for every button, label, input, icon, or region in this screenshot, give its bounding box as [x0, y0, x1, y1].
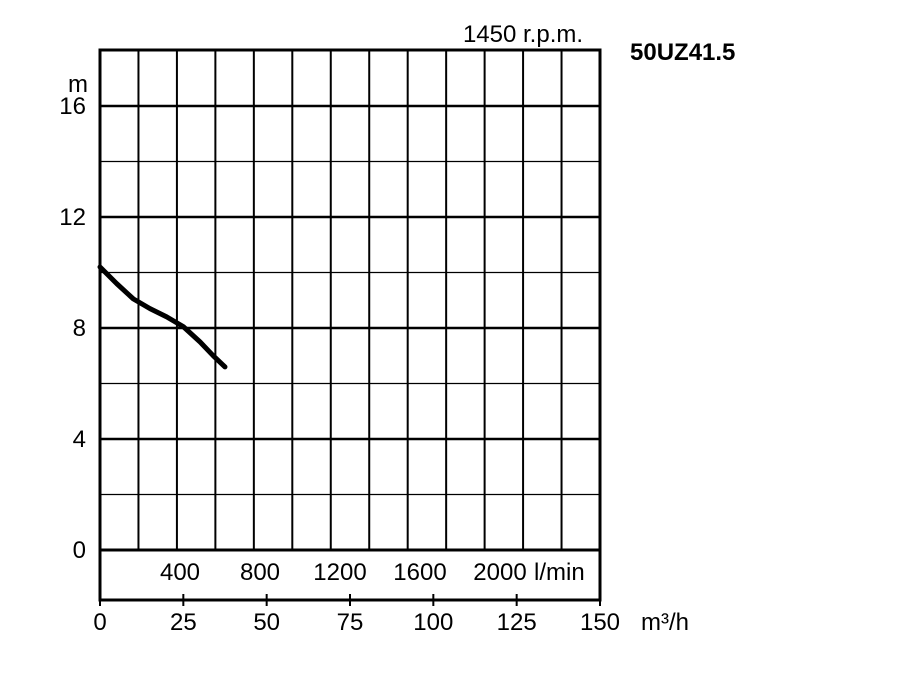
x-m3h-tick-label: 100 [413, 609, 453, 636]
y-tick-labels: 0 4 8 12 16 [59, 93, 86, 564]
x-m3h-tick-label: 50 [253, 609, 280, 636]
x-m3h-tick-label: 125 [497, 609, 537, 636]
x-lmin-tick-labels: 400 800 1200 1600 2000 [160, 559, 527, 586]
x-lmin-tick-label: 1200 [313, 559, 366, 586]
y-tick-label: 0 [73, 537, 86, 564]
grid-lines [99, 50, 601, 606]
flow-lmin-unit-label: l/min [534, 559, 585, 586]
speed-label: 1450 r.p.m. [463, 21, 583, 48]
x-m3h-tick-label: 75 [337, 609, 364, 636]
model-label: 50UZ41.5 [630, 39, 735, 66]
x-m3h-tick-labels: 0 25 50 75 100 125 150 [93, 609, 620, 636]
y-tick-label: 8 [73, 315, 86, 342]
x-lmin-tick-label: 400 [160, 559, 200, 586]
plot-frame [98, 48, 602, 602]
series-line [97, 264, 228, 370]
x-m3h-tick-label: 150 [580, 609, 620, 636]
x-lmin-tick-label: 1600 [393, 559, 446, 586]
y-tick-label: 16 [59, 93, 86, 120]
x-lmin-tick-label: 800 [240, 559, 280, 586]
x-m3h-tick-label: 0 [93, 609, 106, 636]
flow-m3h-unit-label: m³/h [641, 609, 689, 636]
y-unit-label: m [68, 71, 88, 98]
y-tick-label: 12 [59, 204, 86, 231]
x-lmin-tick-label: 2000 [473, 559, 526, 586]
y-tick-label: 4 [73, 426, 86, 453]
x-m3h-tick-label: 25 [170, 609, 197, 636]
